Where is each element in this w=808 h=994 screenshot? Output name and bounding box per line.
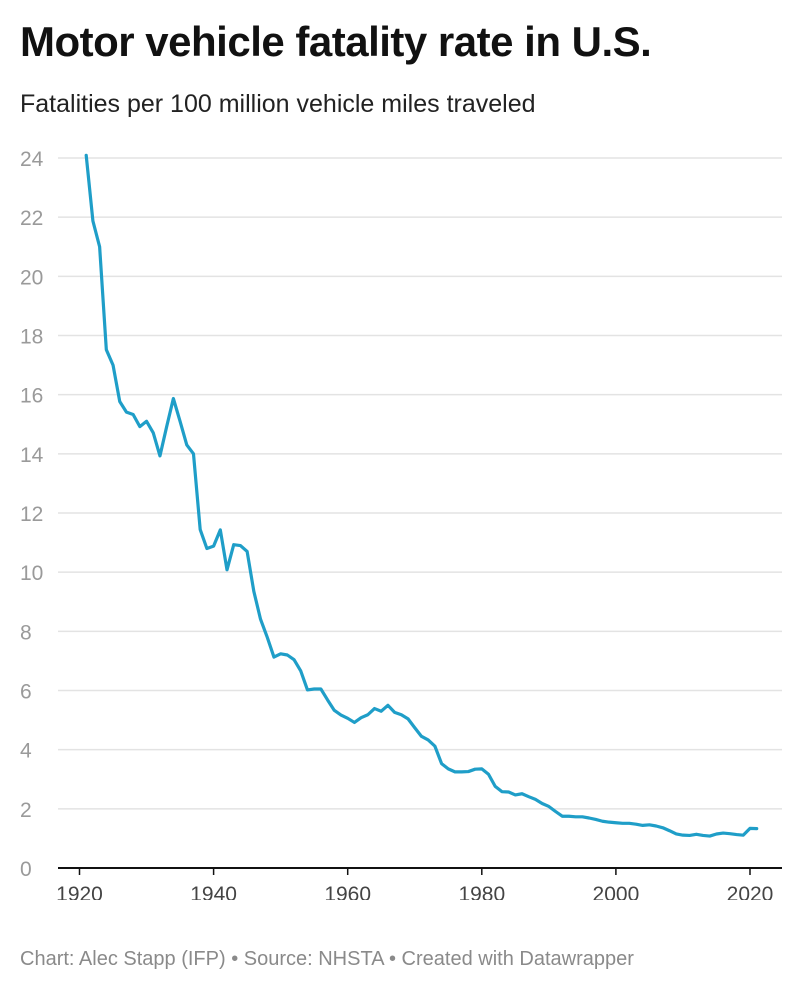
x-tick-label: 2020 — [727, 883, 774, 900]
series-line-0 — [84, 153, 759, 838]
x-tick-label: 1940 — [190, 883, 237, 900]
x-tick-label: 1920 — [56, 883, 103, 900]
x-tick-label: 2000 — [593, 883, 640, 900]
x-tick-label: 1960 — [324, 883, 371, 900]
series-layer — [84, 153, 759, 838]
y-tick-label: 4 — [20, 740, 32, 763]
chart-title: Motor vehicle fatality rate in U.S. — [20, 18, 652, 65]
chart-footer: Chart: Alec Stapp (IFP) • Source: NHSTA … — [20, 948, 634, 970]
y-tick-label: 10 — [20, 562, 43, 585]
y-tick-label: 16 — [20, 385, 43, 408]
x-tick-label: 1980 — [458, 883, 505, 900]
y-tick-label: 14 — [20, 444, 44, 467]
y-tick-label: 2 — [20, 799, 32, 822]
y-tick-label: 20 — [20, 266, 43, 289]
y-tick-label: 22 — [20, 207, 43, 230]
y-tick-label: 24 — [20, 148, 44, 171]
gridlines — [58, 157, 782, 810]
y-tick-label: 12 — [20, 503, 43, 526]
chart-area: 0 2 4 6 8 10 12 14 16 18 20 22 24 1920 1940 1960 1980 20… — [0, 140, 808, 906]
y-tick-label: 6 — [20, 681, 32, 704]
chart-subtitle: Fatalities per 100 million vehicle miles… — [20, 90, 536, 118]
y-tick-label: 18 — [20, 326, 43, 349]
x-axis-ticks: 1920 1940 1960 1980 2000 2020 — [56, 868, 774, 906]
y-tick-label: 0 — [20, 858, 32, 881]
y-tick-label: 8 — [20, 621, 32, 644]
